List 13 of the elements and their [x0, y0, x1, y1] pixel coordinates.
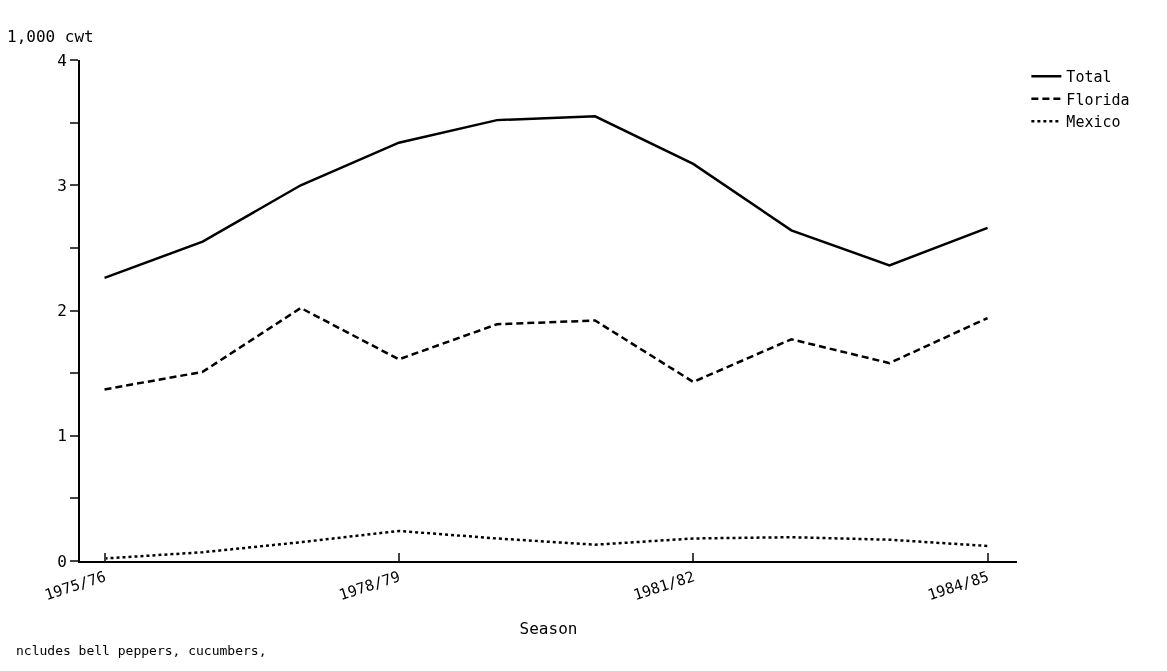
y-tick-label: 2: [57, 301, 67, 321]
y-tick-label: 0: [57, 551, 67, 571]
line-series: [103, 306, 989, 391]
line-series: [103, 115, 989, 280]
text: ncludes bell peppers, cucumbers,: [16, 643, 267, 658]
legend-label: Total: [1066, 68, 1112, 87]
y-tick-label: 1: [57, 426, 67, 446]
y-tick-label: 3: [57, 175, 67, 195]
legend-label: Mexico: [1066, 113, 1121, 132]
y-axis-title: 1,000 cwt: [7, 27, 94, 46]
x-axis-title: Season: [519, 619, 578, 639]
legend-label: Florida: [1066, 90, 1130, 109]
y-tick-label: 4: [57, 50, 67, 70]
